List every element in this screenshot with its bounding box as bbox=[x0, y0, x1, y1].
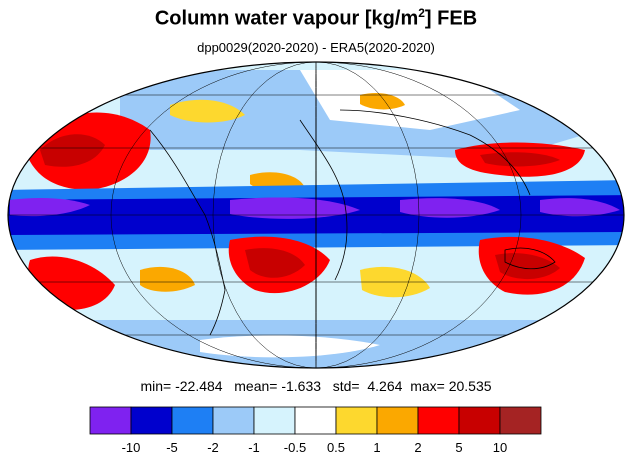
field-arctic-white bbox=[300, 70, 520, 130]
colorbar-swatch bbox=[335, 406, 378, 435]
field-darkred-npacific bbox=[40, 134, 105, 167]
coastlines bbox=[149, 109, 556, 336]
colorbar-tick-label: 10 bbox=[493, 440, 507, 455]
title-text: Column water vapour [kg/m bbox=[154, 7, 419, 30]
colorbar-swatch bbox=[171, 406, 214, 435]
field-purple-west bbox=[10, 197, 90, 217]
graticule-meridian-1 bbox=[110, 62, 522, 368]
colorbar-tick-label: 0.5 bbox=[327, 440, 345, 455]
title-tail: ] FEB bbox=[424, 7, 478, 30]
field-orange-south bbox=[140, 266, 195, 292]
colorbar-swatch bbox=[130, 406, 173, 435]
colorbar-swatch bbox=[458, 406, 501, 435]
graticule-meridian-2 bbox=[212, 62, 420, 368]
globe-outline bbox=[7, 61, 625, 369]
colorbar-tick-label: 1 bbox=[373, 440, 380, 455]
coastline-australia bbox=[504, 247, 556, 270]
stat-std-label: std= bbox=[332, 378, 360, 394]
colorbar-swatch bbox=[89, 406, 132, 435]
colorbar-swatch bbox=[294, 406, 337, 435]
coastline-americas bbox=[149, 129, 226, 336]
field-purple-far-east bbox=[540, 198, 620, 217]
colorbar-tick-label: -2 bbox=[207, 440, 219, 455]
colorbar-tick-label: -0.5 bbox=[284, 440, 306, 455]
stats-line: min= -22.484 mean= -1.633 std= 4.264 max… bbox=[0, 378, 632, 394]
coastline-eurasia bbox=[339, 109, 531, 196]
stat-max-value: 20.535 bbox=[448, 378, 492, 394]
stat-mean-label: mean= bbox=[234, 378, 278, 394]
colorbar-tick-label: 2 bbox=[414, 440, 421, 455]
colorbar-tick-label: -10 bbox=[122, 440, 141, 455]
field-darkred-spacific bbox=[495, 253, 560, 280]
field-yellow-north-1 bbox=[170, 99, 245, 123]
colorbar-swatch bbox=[253, 406, 296, 435]
colorbar-swatch bbox=[376, 406, 419, 435]
field-orange-north-1 bbox=[360, 93, 405, 110]
stat-max-label: max= bbox=[410, 378, 445, 394]
chart-title: Column water vapour [kg/m2] FEB bbox=[0, 6, 632, 31]
graticule-central-meridian bbox=[315, 62, 317, 368]
colorbar-tick-label: 5 bbox=[455, 440, 462, 455]
colorbar-tick-label: -1 bbox=[248, 440, 260, 455]
stat-std-value: 4.264 bbox=[367, 378, 403, 394]
title-superscript: 2 bbox=[418, 6, 425, 20]
field-purple-east bbox=[400, 198, 500, 218]
stat-min-label: min= bbox=[140, 378, 172, 394]
graticule bbox=[8, 62, 624, 368]
field-darkred-asia bbox=[480, 152, 560, 167]
chart-subtitle: dpp0029(2020-2020) - ERA5(2020-2020) bbox=[197, 40, 435, 55]
stat-mean-value: -1.633 bbox=[281, 378, 322, 394]
colorbar-swatch bbox=[212, 406, 255, 435]
colorbar-swatch bbox=[417, 406, 460, 435]
field-antarctic-white bbox=[200, 335, 380, 358]
coastline-africa bbox=[299, 119, 348, 281]
colorbar-swatch bbox=[499, 406, 542, 435]
colorbar: -10 -5 -2 -1 -0.5 0.5 1 2 5 10 bbox=[89, 406, 542, 455]
colorbar-tick-label: -5 bbox=[166, 440, 178, 455]
stat-min-value: -22.484 bbox=[175, 378, 223, 394]
anomaly-field bbox=[8, 62, 624, 368]
field-purple-central bbox=[230, 197, 360, 219]
field-darkred-satlantic bbox=[245, 248, 305, 278]
